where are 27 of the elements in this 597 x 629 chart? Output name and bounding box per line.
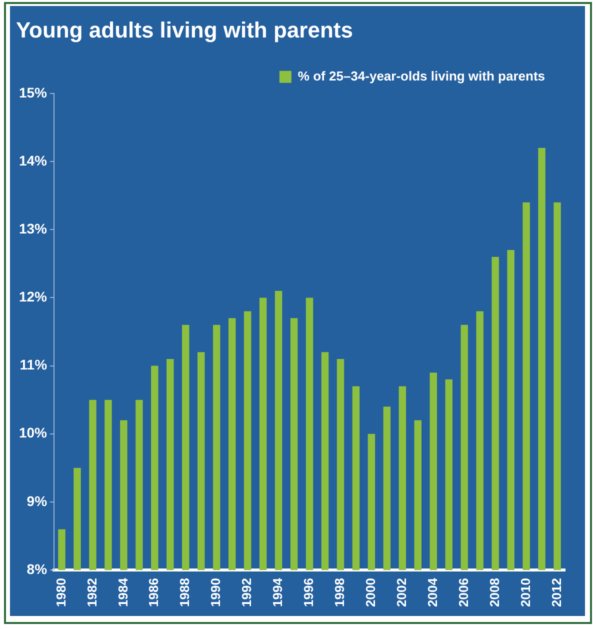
y-tick-label: 8% xyxy=(26,560,48,577)
x-tick-label: 1984 xyxy=(115,577,130,607)
y-tick-label: 13% xyxy=(18,220,48,236)
x-tick-label: 2006 xyxy=(456,578,471,607)
x-tick-label: 1988 xyxy=(177,578,192,607)
chart-title: Young adults living with parents xyxy=(16,17,353,42)
x-tick-label: 2002 xyxy=(394,578,409,607)
y-tick-label: 15% xyxy=(18,84,48,100)
x-tick-label: 1982 xyxy=(84,578,100,607)
x-tick-label: 2012 xyxy=(548,578,564,607)
y-tick-label: 14% xyxy=(18,152,48,168)
x-tick-label: 1990 xyxy=(208,578,224,607)
y-tick-label: 9% xyxy=(26,492,48,509)
x-tick-label: 1998 xyxy=(332,578,348,607)
legend-label: % of 25–34-year-olds living with parents xyxy=(298,68,546,84)
x-tick-label: 2004 xyxy=(424,577,440,607)
x-tick-label: 1986 xyxy=(146,578,162,607)
x-tick-label: 1980 xyxy=(53,578,68,607)
x-tick-label: 2008 xyxy=(486,578,502,607)
x-tick-label: 2000 xyxy=(363,578,378,607)
x-tick-label: 1996 xyxy=(301,578,316,607)
x-tick-label: 2010 xyxy=(518,578,533,607)
y-tick-label: 12% xyxy=(18,288,48,305)
x-tick-label: 1992 xyxy=(239,578,254,607)
y-tick-label: 11% xyxy=(20,356,48,373)
x-tick-label: 1994 xyxy=(270,577,286,607)
y-tick-label: 10% xyxy=(18,424,48,441)
